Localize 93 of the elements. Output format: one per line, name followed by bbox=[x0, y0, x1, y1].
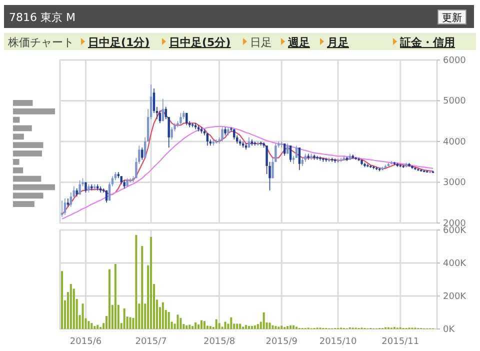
bar bbox=[224, 322, 226, 329]
bar bbox=[13, 192, 44, 199]
y-tick-label: 0K bbox=[443, 324, 456, 335]
text: 月足 bbox=[326, 36, 349, 49]
bar bbox=[203, 321, 206, 329]
bar bbox=[13, 134, 24, 140]
text: 更新 bbox=[442, 12, 462, 24]
bar bbox=[162, 302, 164, 329]
bar bbox=[280, 326, 283, 329]
chart-title: 7816 東京 M bbox=[9, 11, 76, 24]
candlestick bbox=[221, 126, 224, 142]
bar bbox=[200, 320, 202, 329]
candlestick bbox=[298, 147, 301, 170]
bar bbox=[250, 326, 253, 329]
bar bbox=[108, 269, 110, 329]
bar bbox=[194, 322, 197, 329]
bar bbox=[286, 326, 289, 329]
bar bbox=[13, 142, 44, 148]
bar bbox=[96, 325, 99, 329]
bar bbox=[248, 326, 250, 329]
line-series bbox=[61, 126, 434, 220]
y-tick-label: 4000 bbox=[443, 137, 466, 148]
bar bbox=[215, 319, 218, 329]
bar bbox=[274, 326, 277, 329]
candlestick bbox=[78, 180, 81, 195]
bar bbox=[176, 314, 179, 329]
bar bbox=[61, 271, 63, 329]
bar bbox=[290, 325, 292, 329]
bar bbox=[13, 201, 34, 207]
x-tick-label: 2015/10 bbox=[319, 337, 357, 348]
x-tick-label: 2015/7 bbox=[135, 337, 167, 348]
bar bbox=[13, 116, 20, 123]
y-tick-label: 200K bbox=[443, 292, 468, 302]
text: 日中足(5分) bbox=[169, 36, 231, 49]
bar bbox=[256, 324, 259, 329]
line-series bbox=[61, 110, 434, 216]
bar bbox=[218, 323, 220, 329]
text: 株価チャート bbox=[7, 36, 74, 49]
bar bbox=[268, 322, 271, 329]
bar bbox=[236, 324, 238, 329]
bar bbox=[13, 150, 42, 156]
bar bbox=[135, 234, 138, 329]
bar bbox=[123, 308, 126, 329]
bar bbox=[150, 236, 152, 329]
bar bbox=[198, 324, 200, 329]
bar bbox=[94, 326, 96, 329]
text: 日中足(1分) bbox=[88, 36, 150, 49]
x-tick-label: 2015/9 bbox=[266, 337, 298, 348]
text: 週足 bbox=[287, 36, 310, 49]
bar bbox=[262, 312, 265, 329]
bar bbox=[292, 325, 295, 329]
bar bbox=[168, 312, 170, 329]
bar bbox=[272, 325, 274, 329]
candlestick bbox=[170, 126, 173, 140]
bar bbox=[180, 318, 182, 329]
bar bbox=[254, 325, 256, 329]
candlestick bbox=[64, 198, 66, 216]
text: 証金・信用 bbox=[399, 36, 455, 49]
bar bbox=[239, 324, 242, 329]
y-tick-label: 3000 bbox=[443, 178, 466, 188]
candlestick bbox=[141, 147, 144, 160]
bar bbox=[82, 304, 84, 329]
bar bbox=[186, 325, 188, 329]
bar bbox=[13, 158, 20, 165]
bar bbox=[188, 324, 191, 329]
candlestick bbox=[180, 112, 182, 126]
y-tick-label: 6000 bbox=[443, 56, 466, 66]
y-tick-label: 5000 bbox=[443, 96, 466, 107]
bar bbox=[114, 264, 116, 329]
bar bbox=[141, 246, 144, 329]
bar bbox=[88, 321, 90, 329]
bar bbox=[209, 326, 212, 329]
bar bbox=[70, 284, 72, 329]
bar bbox=[90, 323, 93, 329]
bar bbox=[192, 326, 194, 329]
y-tick-label: 600K bbox=[443, 226, 468, 236]
bar bbox=[129, 317, 132, 329]
bar bbox=[13, 108, 55, 114]
bar bbox=[13, 176, 42, 182]
candlestick bbox=[289, 145, 292, 162]
bar bbox=[13, 125, 32, 132]
bar bbox=[13, 167, 24, 174]
candlestick bbox=[186, 112, 188, 126]
y-tick-label: 400K bbox=[443, 258, 468, 269]
candlestick bbox=[274, 143, 277, 162]
bar bbox=[245, 325, 248, 329]
x-tick-label: 2015/11 bbox=[382, 337, 420, 348]
bar bbox=[230, 317, 232, 329]
x-tick-label: 2015/6 bbox=[70, 337, 102, 348]
text: 日足 bbox=[250, 36, 272, 49]
bar bbox=[13, 100, 33, 106]
x-tick-label: 2015/8 bbox=[203, 337, 236, 348]
bar bbox=[13, 184, 55, 190]
